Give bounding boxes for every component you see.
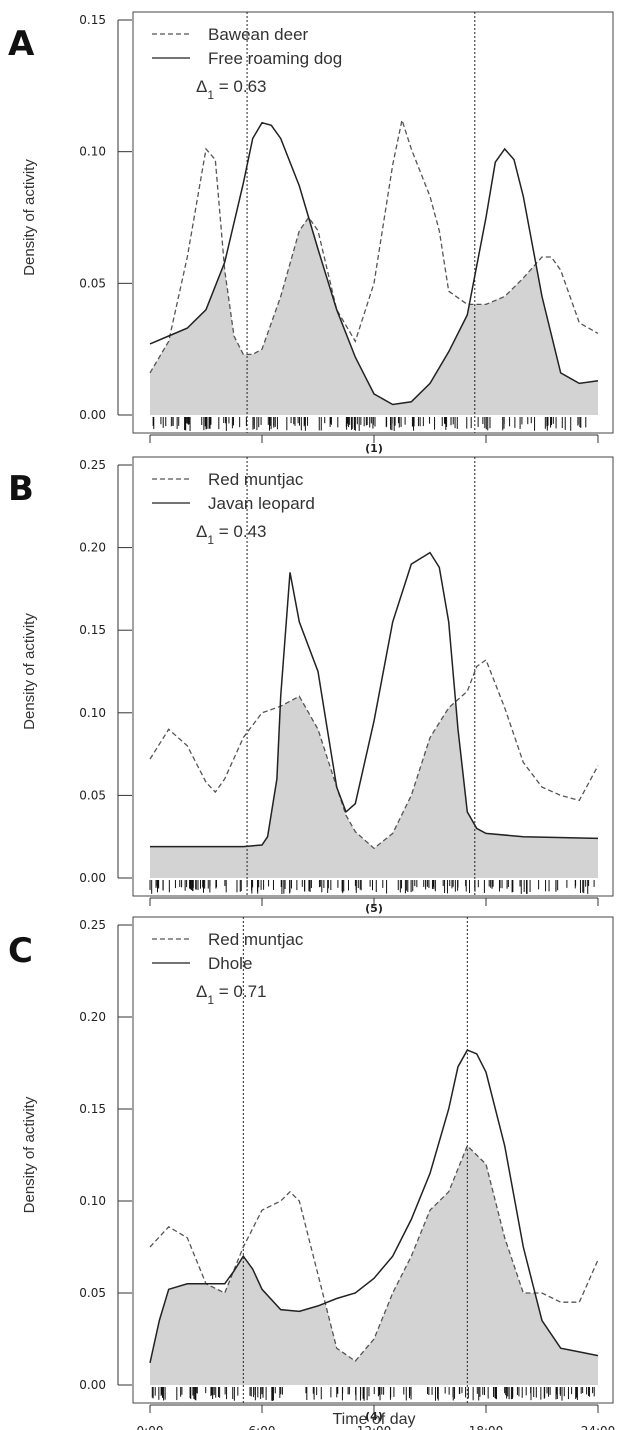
- overlap-area: [150, 1145, 598, 1385]
- y-tick-label: 0.25: [79, 918, 106, 932]
- plot-frame: [132, 456, 614, 897]
- legend-entry: Red muntjac: [208, 930, 304, 949]
- y-tick-label: 0.15: [79, 623, 106, 637]
- panel-C: C 0.00 0.05 0.10 0.15 0.20 0.25 Density of acti…: [8, 916, 616, 1430]
- y-tick-label: 0.00: [79, 408, 106, 422]
- y-axis-label: Density of activity: [21, 613, 38, 730]
- plot-frame: [132, 11, 614, 434]
- series-line-red-muntjac: [149, 1144, 599, 1362]
- y-tick-label: 0.15: [79, 1102, 106, 1116]
- y-tick-label: 0.00: [79, 1378, 106, 1392]
- y-tick-label: 0.15: [79, 13, 106, 27]
- y-tick-label: 0.10: [79, 1194, 106, 1208]
- legend-entry: Bawean deer: [208, 25, 309, 44]
- panel-B: B 0.00 0.05 0.10 0.15 0.20 0.25 Density of acti…: [8, 456, 614, 915]
- x-tick-label: 12:00: [357, 1424, 392, 1430]
- series-line-bawean-deer: [149, 117, 599, 374]
- y-tick-label: 0.10: [79, 145, 106, 159]
- y-tick-label: 0.20: [79, 1010, 106, 1024]
- x-axis-label: Time of day: [333, 1411, 416, 1428]
- y-tick-label: 0.25: [79, 458, 106, 472]
- legend-entry: Free roaming dog: [208, 49, 342, 68]
- legend-entry: Javan leopard: [208, 494, 315, 513]
- legend-entry: Red muntjac: [208, 470, 304, 489]
- overlap-coefficient: Δ1 = 0.43: [196, 522, 267, 547]
- series-line-dhole: [149, 1049, 599, 1364]
- x-tick-label: 6:00: [249, 1424, 276, 1430]
- subplot-label: (5): [365, 902, 383, 915]
- overlap-area: [150, 217, 598, 415]
- y-tick-label: 0.05: [79, 276, 106, 290]
- series-line-free-roaming-dog: [149, 121, 599, 406]
- panel-A: A 0.00 0.05 0.10 0.15 Density of activity (1) B…: [8, 11, 614, 455]
- y-axis-label: Density of activity: [21, 1096, 38, 1213]
- series-line-red-muntjac: [149, 658, 599, 850]
- y-tick-label: 0.20: [79, 541, 106, 555]
- panel-letter: C: [8, 931, 33, 971]
- legend-entry: Dhole: [208, 954, 252, 973]
- y-tick-label: 0.00: [79, 871, 106, 885]
- subplot-label: (1): [365, 442, 383, 455]
- y-tick-label: 0.05: [79, 1286, 106, 1300]
- panel-letter: B: [8, 469, 34, 509]
- y-tick-label: 0.10: [79, 706, 106, 720]
- panel-letter: A: [8, 24, 35, 64]
- series-line-javan-leopard: [150, 551, 599, 848]
- subplot-label: (4): [365, 1410, 383, 1423]
- overlap-coefficient: Δ1 = 0.63: [196, 77, 267, 102]
- overlap-area: [150, 696, 598, 878]
- y-axis-label: Density of activity: [21, 159, 38, 276]
- y-tick-label: 0.05: [79, 788, 106, 802]
- plot-frame: [132, 916, 614, 1404]
- overlap-coefficient: Δ1 = 0.71: [196, 982, 267, 1007]
- x-tick-label: 0:00: [137, 1424, 164, 1430]
- x-tick-label: 24:00: [581, 1424, 616, 1430]
- x-tick-label: 18:00: [469, 1424, 504, 1430]
